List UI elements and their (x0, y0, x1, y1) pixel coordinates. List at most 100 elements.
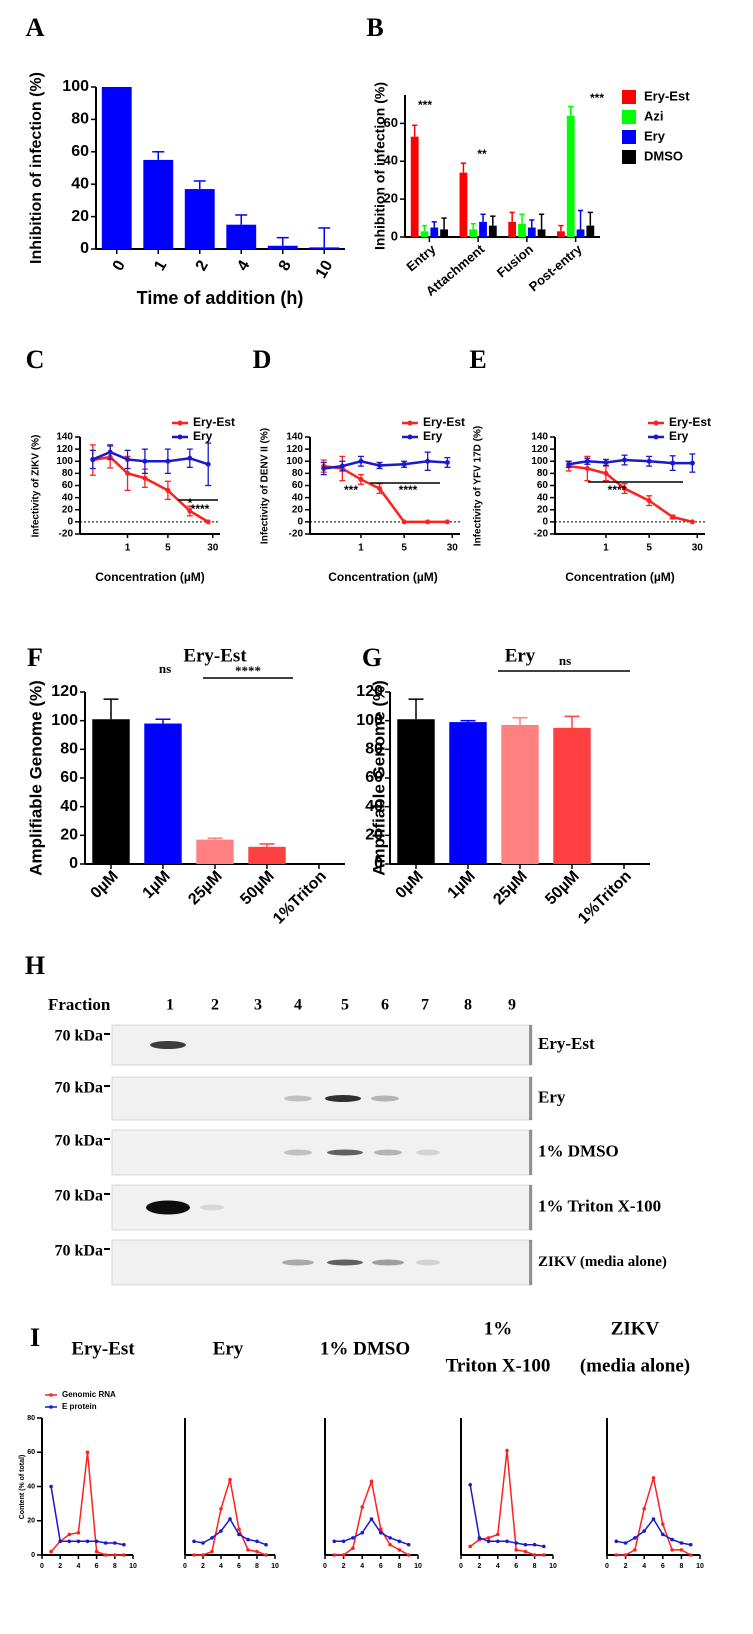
point (58, 1539, 62, 1544)
point (401, 519, 407, 525)
y-tick-label: -20 (289, 529, 304, 540)
y-tick-label: 40 (62, 492, 74, 503)
bar (309, 247, 340, 249)
point (246, 1537, 250, 1542)
panel-letter: A (26, 13, 45, 42)
chart-title: Ery-Est (183, 645, 247, 666)
annotation: * (188, 496, 193, 510)
y-axis-label: Infectivity of YFV 17D (%) (473, 426, 484, 546)
bar (143, 159, 174, 249)
x-tick-label: 10 (696, 1563, 704, 1570)
point (651, 1517, 656, 1521)
annotation: *** (344, 483, 358, 497)
y-tick-label: 100 (531, 456, 548, 467)
point (496, 1539, 500, 1544)
blot-band (327, 1149, 363, 1156)
point (397, 1548, 402, 1552)
point (670, 1537, 674, 1542)
point (688, 1542, 693, 1547)
panel-letter: B (366, 13, 383, 42)
y-tick-label: 100 (56, 456, 73, 467)
blot-band (416, 1149, 440, 1156)
y-tick-label: -20 (59, 529, 74, 540)
x-tick-label: 0 (459, 1563, 463, 1570)
point (584, 458, 590, 464)
point (85, 1539, 90, 1544)
point (468, 1482, 473, 1487)
point (401, 461, 407, 467)
x-tick-label: 10 (271, 1563, 279, 1570)
legend-marker (407, 420, 413, 426)
blot-band (371, 1095, 399, 1102)
legend-label: Ery (644, 128, 666, 143)
panel-letter: F (27, 643, 43, 672)
panel-letter: I (30, 1323, 40, 1352)
legend-marker (407, 434, 413, 440)
point (670, 514, 676, 520)
y-tick-label: 60 (384, 115, 398, 130)
x-tick-label: 6 (661, 1563, 665, 1570)
chart-title: 1% (484, 1318, 513, 1339)
legend-label: E protein (62, 1402, 97, 1411)
point (122, 1542, 126, 1547)
marker-label: 70 kDa (55, 1243, 103, 1260)
annotation: *** (418, 98, 432, 112)
y-tick-label: 40 (365, 798, 383, 815)
fraction-label: Fraction (48, 995, 111, 1014)
point (532, 1553, 537, 1557)
annotation: *** (590, 91, 604, 105)
y-tick-label: 40 (537, 492, 549, 503)
x-tick-label: 5 (401, 543, 407, 554)
y-tick-label: 0 (374, 855, 383, 872)
blot-edge (529, 1077, 532, 1120)
legend-label: Ery-Est (669, 415, 711, 429)
legend-label: Ery (669, 429, 689, 443)
blot-edge (529, 1185, 532, 1230)
y-tick-label: 100 (62, 78, 89, 95)
point (661, 1522, 665, 1526)
blot-edge (529, 1240, 532, 1285)
point (201, 1553, 205, 1557)
y-tick-label: 100 (286, 456, 303, 467)
point (566, 461, 572, 467)
point (388, 1542, 392, 1547)
point (341, 1553, 346, 1557)
y-tick-label: 20 (27, 1518, 35, 1525)
point (94, 1549, 99, 1554)
point (377, 486, 383, 492)
point (614, 1553, 619, 1557)
y-tick-label: 140 (286, 432, 303, 443)
bar (557, 231, 565, 237)
point (351, 1546, 355, 1550)
legend-marker (653, 434, 659, 440)
x-tick-label: 1 (125, 543, 131, 554)
x-tick-label: 2 (58, 1563, 62, 1570)
x-tick-label: 30 (692, 543, 704, 554)
x-tick-label: 2 (624, 1563, 628, 1570)
point (496, 1532, 500, 1537)
y-tick-label: 20 (60, 827, 78, 844)
fraction-number: 7 (421, 997, 429, 1014)
point (542, 1553, 546, 1557)
x-tick-label: 4 (360, 1563, 364, 1570)
point (205, 461, 211, 467)
bar (566, 115, 575, 237)
y-tick-label: 0 (542, 517, 548, 528)
point (67, 1539, 72, 1544)
x-tick-label: 2 (342, 1563, 346, 1570)
y-axis-label: Amplifiable Genome (%) (26, 680, 45, 876)
x-tick-label: 10 (549, 1563, 557, 1570)
blot-band (150, 1041, 186, 1049)
y-tick-label: 120 (531, 444, 548, 455)
blot-band (284, 1095, 312, 1102)
point (76, 1539, 81, 1544)
x-tick-label: 8 (397, 1563, 401, 1570)
x-tick-label: 4 (219, 1563, 223, 1570)
point (444, 519, 450, 525)
y-tick-label: 0 (391, 228, 398, 243)
annotation: ns (159, 661, 171, 676)
chart-title: Ery-Est (71, 1338, 135, 1359)
point (388, 1536, 392, 1540)
fraction-number: 3 (254, 997, 262, 1014)
